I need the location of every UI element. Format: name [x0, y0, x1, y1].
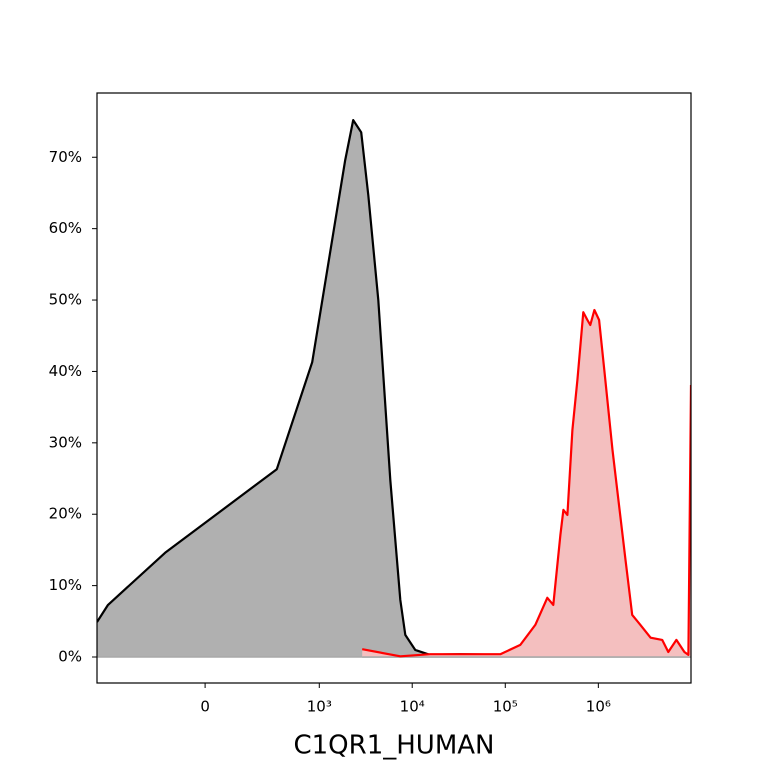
y-tick-label: 0% — [58, 648, 82, 666]
y-tick-label: 40% — [49, 362, 82, 380]
axes-frame — [96, 92, 692, 684]
area-fill — [362, 310, 691, 658]
y-tick-label: 70% — [49, 148, 82, 166]
x-tick-label: 10⁵ — [493, 698, 518, 716]
y-tick-label: 10% — [49, 576, 82, 594]
plot-area — [97, 119, 691, 658]
y-tick-label: 20% — [49, 505, 82, 523]
x-tick-label: 10⁴ — [400, 698, 425, 716]
x-tick-label: 10³ — [307, 698, 332, 716]
x-tick-label: 10⁶ — [586, 698, 611, 716]
series-line — [361, 308, 691, 658]
y-tick-label: 30% — [49, 433, 82, 451]
x-tick-label: 0 — [200, 698, 210, 716]
area-fill — [97, 120, 691, 658]
y-tick-label: 60% — [49, 219, 82, 237]
y-tick-label: 50% — [49, 291, 82, 309]
x-axis-label: C1QR1_HUMAN — [293, 731, 494, 761]
